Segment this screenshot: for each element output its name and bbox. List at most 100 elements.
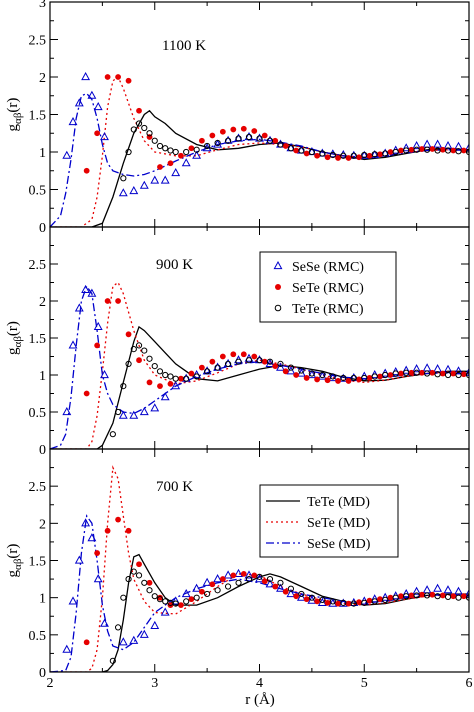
- y-tick-label: 0.5: [29, 406, 47, 421]
- point-sete-rmc: [272, 583, 279, 590]
- x-axis-label: r (Å): [245, 692, 275, 708]
- point-sese-rmc: [68, 340, 78, 349]
- point-tete-rmc: [266, 575, 274, 583]
- point-sete-rmc: [240, 125, 247, 132]
- point-sese-rmc: [87, 288, 97, 297]
- y-label-suffix: (r): [5, 544, 21, 559]
- point-tete-rmc: [277, 141, 284, 148]
- point-tete-rmc: [120, 594, 127, 601]
- point-tete-rmc: [392, 148, 399, 156]
- point-sese-rmc: [74, 303, 84, 312]
- y-tick-label: 1.5: [29, 555, 47, 570]
- point-tete-rmc: [235, 135, 242, 142]
- point-tete-rmc: [424, 370, 431, 377]
- point-tete-rmc: [455, 594, 462, 601]
- point-sete-rmc: [398, 147, 404, 154]
- point-sese-rmc: [464, 367, 469, 376]
- point-sese-rmc: [433, 583, 443, 592]
- point-sete-rmc: [418, 369, 425, 376]
- point-tete-rmc: [156, 368, 164, 375]
- point-sete-rmc: [314, 598, 321, 605]
- point-tete-rmc: [183, 375, 190, 382]
- point-tete-rmc: [135, 120, 143, 127]
- point-sese-rmc: [433, 364, 443, 373]
- point-sese-rmc: [286, 366, 296, 375]
- point-sete-rmc: [157, 594, 163, 601]
- point-tete-rmc: [167, 373, 174, 380]
- point-tete-rmc: [256, 573, 263, 580]
- point-sete-rmc: [104, 527, 111, 534]
- point-tete-rmc: [172, 375, 179, 382]
- legend-md-label: TeTe (MD): [307, 495, 370, 510]
- point-sete-rmc: [387, 372, 394, 378]
- point-sese-rmc: [81, 71, 91, 81]
- point-sete-rmc: [261, 358, 268, 365]
- point-sese-rmc: [213, 574, 223, 583]
- series-line-sete: [50, 76, 469, 227]
- point-sete-rmc: [450, 593, 457, 600]
- point-sete-rmc: [251, 572, 258, 579]
- point-tete-rmc: [392, 594, 399, 601]
- y-label-base: g: [5, 347, 21, 355]
- point-tete-rmc: [361, 151, 368, 159]
- point-sete-rmc: [83, 639, 90, 646]
- series-line-tete: [50, 325, 469, 449]
- point-tete-rmc: [319, 371, 326, 379]
- y-tick-label: 0.5: [29, 184, 47, 199]
- point-tete-rmc: [125, 360, 132, 367]
- point-sete-rmc: [387, 149, 394, 155]
- point-sete-rmc: [282, 143, 289, 149]
- y-axis-label: gαβ(r): [5, 544, 24, 578]
- point-sete-rmc: [335, 600, 341, 607]
- point-sese-rmc: [129, 185, 139, 195]
- point-sete-rmc: [335, 155, 341, 161]
- y-tick-label: 2: [39, 71, 46, 86]
- point-tete-rmc: [151, 593, 158, 600]
- point-tete-rmc: [214, 364, 221, 371]
- point-tete-rmc: [141, 124, 148, 132]
- panel-title: 700 K: [156, 479, 193, 495]
- point-sese-rmc: [100, 618, 109, 627]
- legend-md: TeTe (MD) SeTe (MD) SeSe (MD): [259, 484, 399, 558]
- point-tete-rmc: [266, 137, 274, 144]
- point-sete-rmc: [450, 370, 457, 377]
- point-sese-rmc: [338, 373, 348, 382]
- point-sese-rmc: [422, 363, 432, 372]
- point-sete-rmc: [460, 371, 467, 378]
- y-tick-label: 1.5: [29, 109, 47, 124]
- point-sete-rmc: [418, 591, 425, 598]
- point-sese-rmc: [276, 583, 285, 592]
- point-tete-rmc: [340, 599, 347, 606]
- point-sese-rmc: [296, 592, 306, 601]
- y-tick-label: 1: [39, 369, 46, 384]
- point-sete-rmc: [345, 378, 352, 384]
- point-sete-rmc: [104, 298, 111, 304]
- point-tete-rmc: [204, 368, 211, 375]
- y-label-base: g: [5, 123, 21, 131]
- point-tete-rmc: [277, 579, 284, 586]
- point-sete-rmc: [324, 154, 331, 161]
- point-sese-rmc: [338, 598, 348, 607]
- point-sese-rmc: [93, 101, 103, 111]
- point-sese-rmc: [412, 586, 422, 595]
- point-sete-rmc: [157, 383, 163, 389]
- point-sese-rmc: [62, 406, 72, 416]
- point-tete-rmc: [235, 358, 242, 365]
- point-tete-rmc: [413, 369, 420, 376]
- point-tete-rmc: [287, 364, 295, 371]
- point-sete-rmc: [167, 160, 174, 167]
- point-sese-rmc: [443, 585, 453, 594]
- point-sese-rmc: [62, 150, 72, 159]
- point-sete-rmc: [188, 370, 195, 377]
- point-tete-rmc: [193, 146, 200, 153]
- point-tete-rmc: [245, 575, 253, 583]
- point-sese-rmc: [100, 369, 109, 379]
- point-sete-rmc: [198, 588, 205, 595]
- point-sete-rmc: [125, 331, 132, 338]
- point-tete-rmc: [308, 594, 315, 601]
- y-tick-label: 2.5: [29, 258, 47, 273]
- point-sete-rmc: [377, 596, 383, 603]
- legend-rmc-label: TeTe (RMC): [292, 302, 364, 317]
- point-sete-rmc: [115, 298, 121, 304]
